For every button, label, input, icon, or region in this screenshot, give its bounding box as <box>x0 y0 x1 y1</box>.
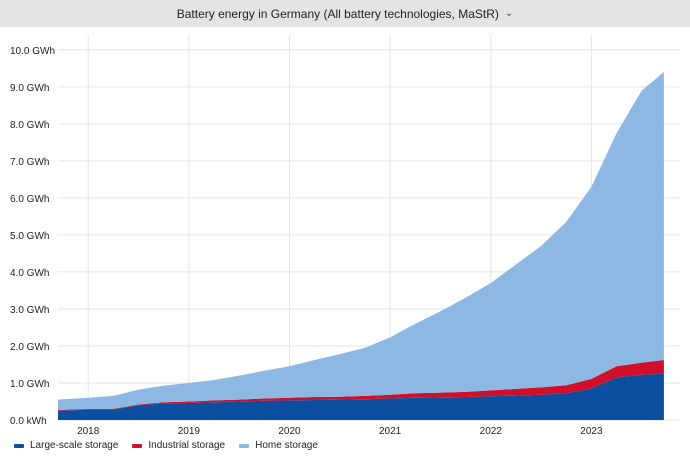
y-tick-label: 5.0 GWh <box>10 231 49 242</box>
legend-label: Home storage <box>255 440 318 451</box>
chart-title-dropdown[interactable]: Battery energy in Germany (All battery t… <box>0 0 690 27</box>
y-tick-label: 8.0 GWh <box>10 120 49 131</box>
y-tick-label: 2.0 GWh <box>10 342 49 353</box>
y-tick-label: 6.0 GWh <box>10 194 49 205</box>
area-series-home-storage[interactable] <box>58 72 664 410</box>
y-tick-label: 3.0 GWh <box>10 305 49 316</box>
x-tick-label: 2022 <box>480 426 503 437</box>
legend-item[interactable]: Large-scale storage <box>14 440 118 451</box>
y-tick-label: 9.0 GWh <box>10 83 49 94</box>
area-chart: 0.0 kWh 1.0 GWh 2.0 GWh 3.0 GWh 4.0 GWh 5.0 G… <box>10 35 680 437</box>
y-tick-label: 0.0 kWh <box>10 416 47 427</box>
legend-swatch <box>239 443 250 448</box>
x-tick-label: 2020 <box>278 426 301 437</box>
legend-swatch <box>132 443 143 448</box>
x-tick-label: 2018 <box>77 426 100 437</box>
area-series-large-scale-storage[interactable] <box>58 373 664 420</box>
legend-label: Industrial storage <box>148 440 226 451</box>
chevron-down-icon: ⌄ <box>504 8 514 19</box>
y-tick-label: 7.0 GWh <box>10 157 49 168</box>
y-tick-label: 10.0 GWh <box>10 46 55 57</box>
y-tick-label: 1.0 GWh <box>10 379 49 390</box>
x-tick-label: 2023 <box>580 426 603 437</box>
x-tick-label: 2021 <box>379 426 402 437</box>
legend-swatch <box>14 443 24 448</box>
chart-title: Battery energy in Germany (All battery t… <box>176 6 499 21</box>
legend-item[interactable]: Home storage <box>239 440 318 451</box>
legend-item[interactable]: Industrial storage <box>132 440 225 451</box>
legend: Large-scale storage Industrial storage Hom… <box>14 440 318 451</box>
y-tick-label: 4.0 GWh <box>10 268 49 279</box>
x-tick-label: 2019 <box>178 426 201 437</box>
legend-label: Large-scale storage <box>30 440 119 451</box>
